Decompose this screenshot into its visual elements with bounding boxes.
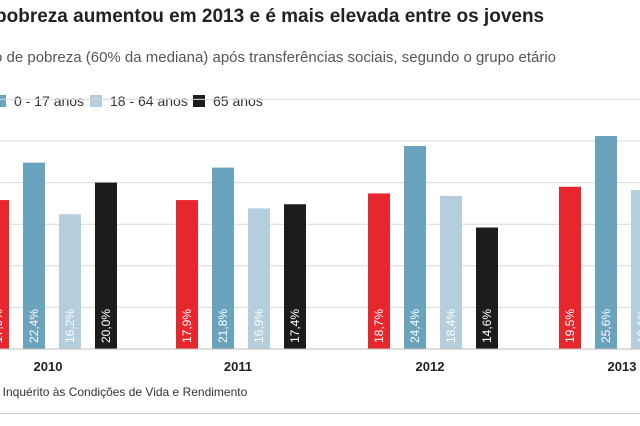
bar-2010-s1: [23, 162, 45, 349]
bar-value-label-2012-s0: 18,7%: [372, 309, 386, 343]
source-note: : Inquérito às Condições de Vida e Rendi…: [0, 385, 248, 399]
x-tick-label-2010: 2010: [34, 359, 63, 374]
bar-value-label-2010-s2: 16,2%: [63, 309, 77, 343]
x-tick-label-2013: 2013: [608, 359, 637, 374]
chart-title: pobreza aumentou em 2013 e é mais elevad…: [0, 6, 545, 27]
bar-2010-s0: [0, 200, 9, 349]
bar-2012-s2: [440, 195, 462, 349]
bar-value-label-2012-s2: 18,4%: [444, 309, 458, 343]
bar-2013-s0: [559, 186, 581, 349]
x-tick-label-2012: 2012: [416, 359, 445, 374]
bar-value-label-2011-s1: 21,8%: [216, 309, 230, 343]
legend-item-65: 65 anos: [193, 93, 263, 109]
bar-value-label-2010-s1: 22,4%: [27, 309, 41, 343]
bar-2012-s3: [476, 227, 498, 349]
bar-2011-s3: [284, 204, 306, 349]
bar-2010-s3: [95, 182, 117, 349]
bar-2011-s2: [248, 208, 270, 349]
legend-label-65: 65 anos: [213, 93, 263, 109]
legend-label-0-17: 0 - 17 anos: [14, 93, 85, 109]
bar-value-label-2012-s3: 14,6%: [480, 309, 494, 343]
bar-value-label-2013-s2: 19,1%: [635, 309, 640, 343]
bar-2011-s1: [212, 167, 234, 349]
bar-value-label-2011-s2: 16,9%: [252, 309, 266, 343]
bar-2012-s0: [368, 193, 390, 349]
bar-2013-s1: [595, 136, 617, 349]
bar-2010-s2: [59, 214, 81, 349]
legend-swatch-65: [193, 95, 205, 107]
legend-label-18-64: 18 - 64 anos: [110, 93, 188, 109]
bar-value-label-2013-s1: 25,6%: [599, 309, 613, 343]
bar-value-label-2011-s3: 17,4%: [288, 309, 302, 343]
bar-value-label-2011-s0: 17,9%: [180, 309, 194, 343]
x-tick-label-2011: 2011: [224, 359, 252, 374]
bar-value-label-2012-s1: 24,4%: [408, 309, 422, 343]
bar-value-label-2010-s3: 20,0%: [99, 309, 113, 343]
bar-2011-s0: [176, 200, 198, 349]
bar-2012-s1: [404, 145, 426, 349]
legend-item-0-17: 0 - 17 anos: [0, 93, 84, 109]
chart-subtitle: o de pobreza (60% da mediana) após trans…: [0, 49, 557, 66]
legend-swatch-18-64: [90, 95, 102, 107]
bar-value-label-2013-s0: 19,5%: [563, 309, 577, 343]
legend-item-18-64: 18 - 64 anos: [90, 93, 188, 109]
legend-swatch-0-17: [0, 95, 6, 107]
bar-value-label-2010-s0: 17,9%: [0, 309, 5, 343]
bottom-divider: [0, 413, 640, 414]
bar-2013-s2: [631, 190, 640, 349]
